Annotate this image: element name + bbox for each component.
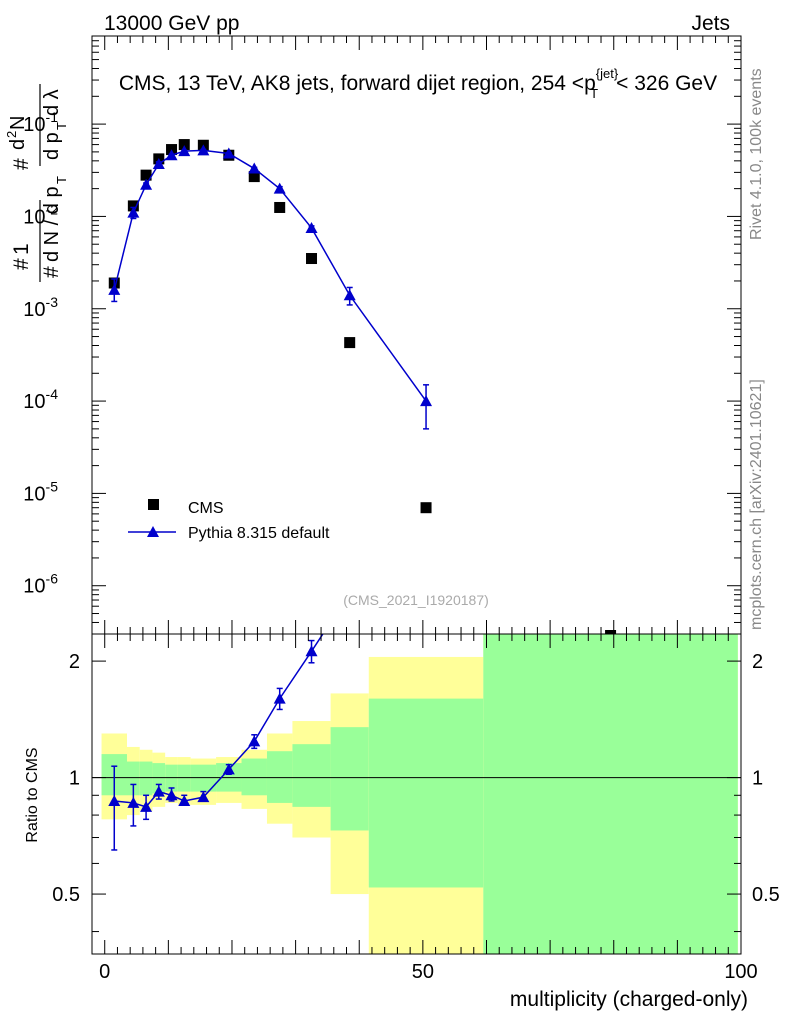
uncertainty-band-green <box>152 763 166 794</box>
legend-cms-marker <box>148 499 159 510</box>
main-ytick-label: 10-5 <box>23 478 58 505</box>
pythia-main-line <box>113 149 427 402</box>
svg-text:#: # <box>10 158 33 170</box>
main-ytick-label: 10-6 <box>23 571 58 598</box>
svg-text:d λ: d λ <box>41 89 63 116</box>
ratio-ytick-label: 1 <box>69 768 80 790</box>
legend: CMS Pythia 8.315 default <box>128 499 330 542</box>
pythia-point <box>152 157 165 169</box>
pythia-point <box>140 178 153 190</box>
svg-text:#: # <box>10 258 33 270</box>
cms-point <box>344 337 356 349</box>
svg-text:#: # <box>40 266 63 278</box>
svg-text:d p: d p <box>41 132 63 160</box>
cms-point <box>306 253 318 265</box>
pythia-ratio-point <box>140 800 153 812</box>
pythia-point <box>248 162 261 174</box>
pythia-point <box>178 145 191 157</box>
svg-text:1: 1 <box>10 243 33 255</box>
uncertainty-band-green <box>292 744 331 807</box>
pythia-ratio-point <box>273 692 286 704</box>
uncertainty-band-green <box>266 751 293 803</box>
rivet-version-label: Rivet 4.1.0, 100k events <box>748 68 765 240</box>
pythia-point <box>127 206 140 218</box>
main-axis-ticks <box>92 35 742 635</box>
pythia-ratio-point <box>305 645 318 657</box>
ratio-frame <box>91 633 742 955</box>
ratio-ytick-label-right: 0.5 <box>752 884 780 906</box>
main-ylabel: # 1 # d N / d p T # d 2 N d p T d λ <box>4 84 69 282</box>
ratio-ytick-label-right: 1 <box>752 768 763 790</box>
pythia-point <box>197 144 210 156</box>
ratio-ylabel: Ratio to CMS <box>24 747 41 842</box>
xtick-label: 50 <box>412 961 434 983</box>
pythia-ratio-point <box>197 791 210 803</box>
ratio-axis-ticks <box>92 634 742 954</box>
x-axis-label: multiplicity (charged-only) <box>510 988 748 1011</box>
ratio-ytick-label: 0.5 <box>52 884 80 906</box>
legend-pythia-label: Pythia 8.315 default <box>188 525 330 542</box>
pythia-ratio-point <box>108 794 121 806</box>
main-frame <box>91 35 742 635</box>
uncertainty-band-green <box>330 727 369 831</box>
cms-point <box>274 201 286 213</box>
legend-pythia-marker <box>147 526 159 537</box>
uncertainty-band-green <box>139 761 153 796</box>
energy-label: 13000 GeV pp <box>104 12 239 35</box>
xtick-label: 100 <box>724 961 757 983</box>
ratio-ytick-label: 2 <box>69 651 80 673</box>
uncertainty-band-green <box>368 698 484 888</box>
svg-text:d N / d p: d N / d p <box>41 186 63 262</box>
legend-cms-label: CMS <box>188 500 224 517</box>
pythia-point <box>222 147 235 159</box>
cms-point <box>140 169 152 181</box>
uncertainty-band-green <box>177 764 191 792</box>
xtick-label: 0 <box>99 961 110 983</box>
svg-text:N: N <box>7 116 29 130</box>
svg-text:T: T <box>54 176 69 184</box>
main-ytick-label: 10-4 <box>23 386 58 413</box>
cms-point <box>178 139 190 151</box>
pythia-ratio-point <box>178 794 191 806</box>
pythia-point <box>420 395 433 407</box>
pythia-point <box>273 182 286 194</box>
chart-title: CMS, 13 TeV, AK8 jets, forward dijet reg… <box>119 66 717 101</box>
uncertainty-band-green <box>483 634 738 954</box>
analysis-watermark: (CMS_2021_I1920187) <box>343 592 489 608</box>
svg-text:d: d <box>7 139 29 150</box>
cms-point <box>127 200 139 212</box>
pythia-ratio-point <box>165 789 178 801</box>
pythia-point <box>305 221 318 233</box>
pythia-ratio-point <box>127 796 140 808</box>
main-plot-panel: 10-610-510-410-310-210-1 (CMS_2021_I1920… <box>4 35 742 638</box>
pythia-ratio-point <box>222 763 235 775</box>
cms-point <box>420 502 432 514</box>
pythia-ratio-point <box>152 785 165 797</box>
mcplots-label: mcplots.cern.ch [arXiv:2401.10621] <box>748 379 765 630</box>
svg-text:2: 2 <box>4 131 19 138</box>
ratio-ytick-label-right: 2 <box>752 651 763 673</box>
main-ytick-label: 10-3 <box>23 294 58 321</box>
ratio-plot-panel: 0.5 0.5 1 1 2 2 0 50 100 Ratio to CMS multiplic… <box>24 633 780 1011</box>
category-label: Jets <box>691 12 730 35</box>
svg-text:T: T <box>54 122 69 130</box>
uncertainty-band-green <box>165 764 178 792</box>
pythia-ratio-point <box>248 735 261 747</box>
pythia-point <box>343 289 356 301</box>
pythia-point <box>108 283 121 295</box>
cms-point <box>248 171 260 183</box>
pythia-point <box>165 149 178 161</box>
uncertainty-band-green <box>126 761 140 796</box>
uncertainty-band-green <box>241 758 267 796</box>
